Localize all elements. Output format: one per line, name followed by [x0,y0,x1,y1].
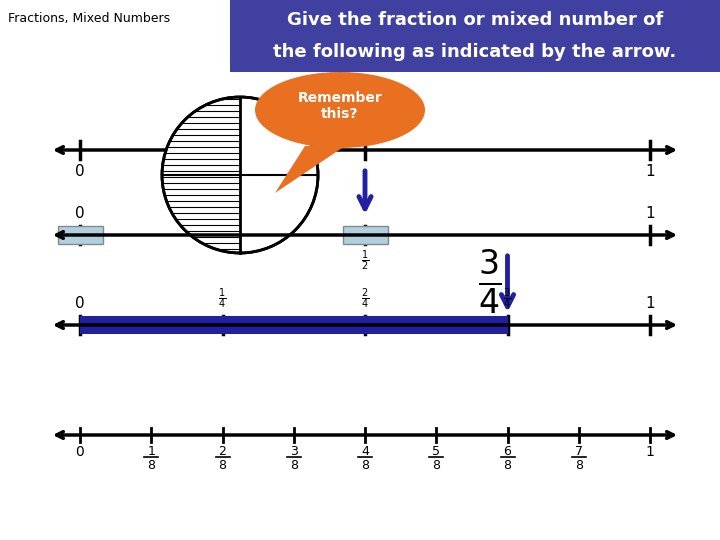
Text: $\frac{3}{4}$: $\frac{3}{4}$ [503,287,512,311]
Text: $\frac{2}{4}$: $\frac{2}{4}$ [361,287,369,311]
Bar [58,226,102,244]
Text: $\frac{3}{4}$: $\frac{3}{4}$ [479,248,502,316]
Ellipse shape [255,72,425,148]
Text: 7: 7 [575,445,582,458]
Text: 0: 0 [75,206,85,221]
Text: 0: 0 [75,164,85,179]
Text: 1: 1 [646,445,654,459]
Text: Fractions, Mixed Numbers: Fractions, Mixed Numbers [8,12,170,25]
Text: 8: 8 [432,459,440,472]
Text: 1: 1 [645,206,654,221]
Text: 8: 8 [289,459,298,472]
Text: 8: 8 [148,459,156,472]
Bar [80,316,508,334]
Text: 8: 8 [361,459,369,472]
Text: 0: 0 [75,296,85,311]
Text: 0: 0 [76,445,84,459]
Text: $\frac{1}{2}$: $\frac{1}{2}$ [361,249,369,273]
Text: the following as indicated by the arrow.: the following as indicated by the arrow. [274,43,677,61]
Text: Give the fraction or mixed number of: Give the fraction or mixed number of [287,11,663,29]
Text: 8: 8 [575,459,582,472]
Text: Remember
this?: Remember this? [297,91,382,121]
Text: 8: 8 [503,459,511,472]
Text: $\frac{1}{2}$: $\frac{1}{2}$ [361,113,369,137]
Text: 3: 3 [290,445,297,458]
Text: 8: 8 [218,459,227,472]
Text: 4: 4 [361,445,369,458]
Bar [230,0,720,72]
Text: 5: 5 [432,445,440,458]
Text: $\frac{1}{4}$: $\frac{1}{4}$ [218,287,227,311]
Text: 2: 2 [219,445,226,458]
Text: 1: 1 [645,296,654,311]
Text: 1: 1 [148,445,156,458]
Text: 6: 6 [503,445,511,458]
Circle shape [162,97,318,253]
Text: 1: 1 [645,164,654,179]
Polygon shape [275,146,345,193]
Bar [343,226,387,244]
